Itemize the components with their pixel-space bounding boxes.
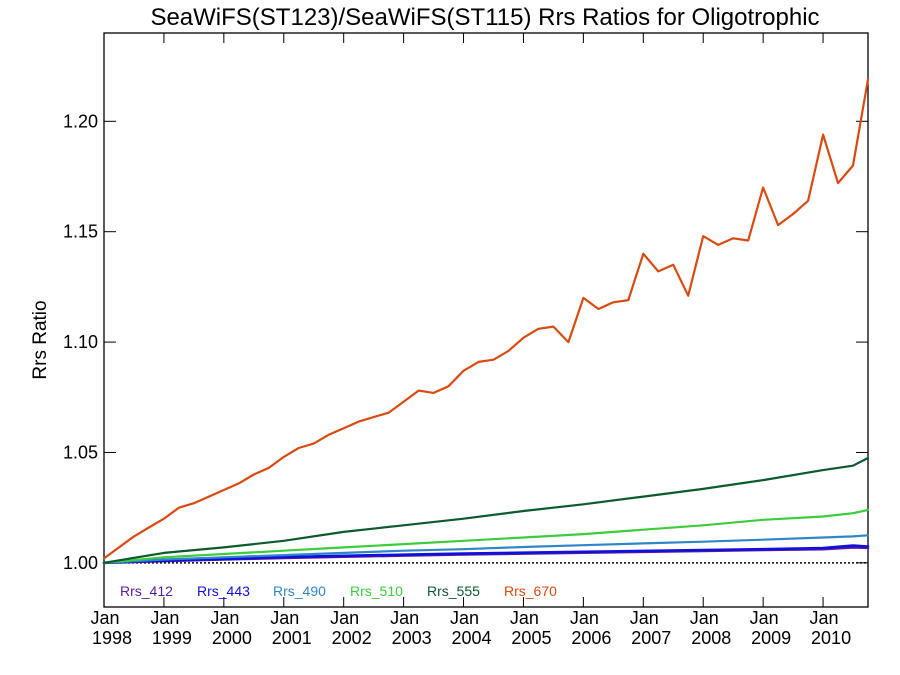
legend-item-rrs-443: Rrs_443 — [197, 583, 250, 599]
x-tick-year-label: 2004 — [452, 628, 492, 648]
x-axis-ticks: Jan1998Jan1999Jan2000Jan2001Jan2002Jan20… — [90, 33, 851, 648]
y-tick-label: 1.20 — [63, 111, 98, 131]
series-line-rrs-443 — [102, 544, 870, 565]
x-tick-month-label: Jan — [750, 608, 779, 628]
x-tick-month-label: Jan — [390, 608, 419, 628]
y-tick-label: 1.10 — [63, 332, 98, 352]
series-line-rrs-670 — [102, 78, 870, 560]
x-tick-month-label: Jan — [690, 608, 719, 628]
x-tick-month-label: Jan — [150, 608, 179, 628]
x-tick-year-label: 1999 — [152, 628, 192, 648]
series-line-rrs-490 — [102, 534, 870, 564]
legend: Rrs_412 Rrs_443 Rrs_490 Rrs_510 Rrs_555 Rrs_6… — [120, 583, 557, 599]
x-tick-year-label: 2001 — [272, 628, 312, 648]
x-tick-month-label: Jan — [450, 608, 479, 628]
x-tick-year-label: 1998 — [92, 628, 132, 648]
x-tick-year-label: 2007 — [631, 628, 671, 648]
x-tick-month-label: Jan — [510, 608, 539, 628]
legend-item-rrs-412: Rrs_412 — [120, 583, 173, 599]
legend-item-rrs-510: Rrs_510 — [350, 583, 403, 599]
x-tick-year-label: 2010 — [811, 628, 851, 648]
x-tick-year-label: 2003 — [392, 628, 432, 648]
legend-item-rrs-490: Rrs_490 — [273, 583, 326, 599]
x-tick-year-label: 2008 — [691, 628, 731, 648]
series-line-rrs-555 — [102, 456, 870, 564]
legend-item-rrs-670: Rrs_670 — [504, 583, 557, 599]
x-tick-month-label: Jan — [810, 608, 839, 628]
legend-item-rrs-555: Rrs_555 — [427, 583, 480, 599]
series-lines — [102, 78, 870, 565]
x-tick-month-label: Jan — [210, 608, 239, 628]
x-tick-year-label: 2009 — [751, 628, 791, 648]
x-tick-month-label: Jan — [270, 608, 299, 628]
x-tick-year-label: 2002 — [332, 628, 372, 648]
x-tick-month-label: Jan — [630, 608, 659, 628]
x-tick-year-label: 2006 — [571, 628, 611, 648]
x-tick-month-label: Jan — [90, 608, 119, 628]
chart-title: SeaWiFS(ST123)/SeaWiFS(ST115) Rrs Ratios… — [150, 4, 819, 31]
y-tick-label: 1.05 — [63, 442, 98, 462]
x-tick-year-label: 2000 — [212, 628, 252, 648]
x-tick-year-label: 2005 — [511, 628, 551, 648]
x-tick-month-label: Jan — [570, 608, 599, 628]
x-tick-month-label: Jan — [330, 608, 359, 628]
y-axis-label: Rrs Ratio — [30, 300, 51, 379]
plot-frame — [103, 32, 869, 608]
y-tick-label: 1.15 — [63, 222, 98, 242]
y-tick-label: 1.00 — [63, 553, 98, 573]
series-line-rrs-510 — [102, 508, 870, 564]
y-axis-ticks: 1.00 1.05 1.10 1.15 1.20 — [63, 111, 868, 573]
